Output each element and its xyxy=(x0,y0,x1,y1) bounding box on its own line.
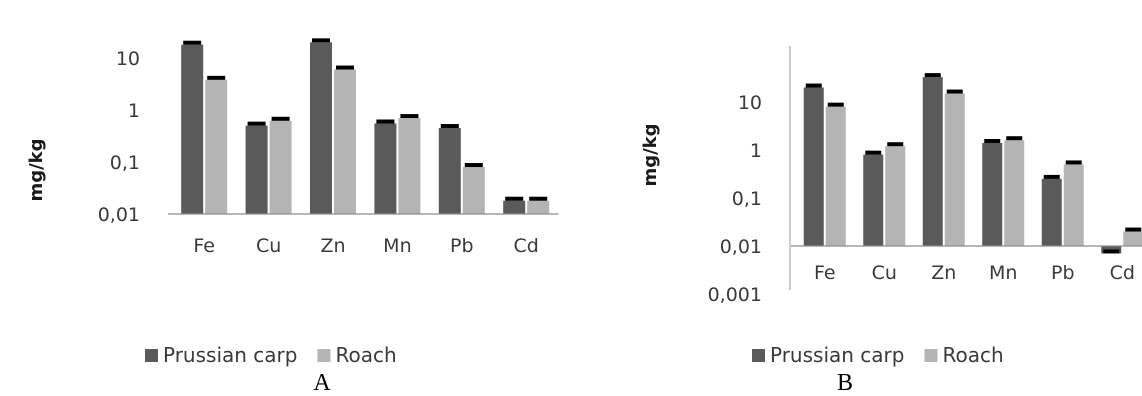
error-cap-mn-roach xyxy=(1006,136,1023,141)
error-cap-mn-prussian-carp xyxy=(376,119,395,124)
x-tick-label-zn: Zn xyxy=(320,235,345,257)
error-cap-pb-roach xyxy=(1065,160,1082,165)
error-cap-zn-roach xyxy=(946,89,963,94)
error-cap-fe-roach xyxy=(207,75,226,80)
bar-fe-prussian-carp xyxy=(803,87,824,246)
y-tick-label: 1 xyxy=(750,140,762,162)
legend-label-prussian-carp: Prussian carp xyxy=(163,343,297,367)
bar-pb-prussian-carp xyxy=(1041,178,1062,246)
x-tick-label-cd: Cd xyxy=(514,235,539,257)
bar-fe-roach xyxy=(205,79,228,214)
error-cap-cd-prussian-carp xyxy=(505,196,524,201)
x-tick-label-pb: Pb xyxy=(1051,262,1075,284)
x-tick-label-cu: Cu xyxy=(872,262,897,284)
y-tick-label: 0,001 xyxy=(708,284,762,306)
bar-cd-roach xyxy=(1123,231,1142,246)
legend-label-roach: Roach xyxy=(335,343,396,367)
x-tick-label-fe: Fe xyxy=(193,235,215,257)
bar-pb-roach xyxy=(462,167,485,214)
bar-mn-roach xyxy=(398,118,421,214)
error-cap-fe-prussian-carp xyxy=(805,83,822,88)
bar-zn-roach xyxy=(334,69,356,214)
chart-panel-a: Fe Cu Zn Mn Pb Cd 0,01 0,1 1 10 mg/kg Prussian carp… xyxy=(26,38,559,396)
bar-pb-prussian-carp xyxy=(438,128,461,214)
y-tick-label: 1 xyxy=(128,100,140,122)
error-cap-cd-roach xyxy=(1125,227,1142,232)
error-cap-cu-prussian-carp xyxy=(865,150,882,155)
bar-cu-roach xyxy=(885,146,906,246)
bar-mn-roach xyxy=(1004,140,1025,246)
bar-mn-prussian-carp xyxy=(374,123,397,214)
y-tick-label: 0,01 xyxy=(720,236,762,258)
error-cap-cd-roach xyxy=(529,196,548,201)
x-tick-label-zn: Zn xyxy=(931,262,956,284)
x-tick-label-fe: Fe xyxy=(814,262,836,284)
error-cap-cu-roach xyxy=(271,116,290,121)
y-tick-label: 10 xyxy=(738,92,762,114)
bar-zn-prussian-carp xyxy=(310,42,332,215)
bar-zn-prussian-carp xyxy=(922,77,943,246)
x-tick-label-cu: Cu xyxy=(256,235,281,257)
y-axis-title: mg/kg xyxy=(640,123,661,186)
bar-cu-prussian-carp xyxy=(245,125,268,214)
error-cap-cu-roach xyxy=(887,142,904,147)
error-cap-fe-prussian-carp xyxy=(183,40,202,45)
error-cap-fe-roach xyxy=(827,102,844,107)
legend-swatch-roach xyxy=(924,349,938,362)
error-cap-mn-roach xyxy=(400,114,419,119)
error-cap-zn-prussian-carp xyxy=(312,38,330,43)
error-cap-pb-prussian-carp xyxy=(440,124,459,129)
y-axis-title: mg/kg xyxy=(26,138,47,201)
y-tick-label: 0,01 xyxy=(98,204,140,226)
panel-label: A xyxy=(313,370,331,396)
error-cap-zn-roach xyxy=(336,65,354,70)
error-cap-cu-prussian-carp xyxy=(247,121,266,126)
legend-swatch-prussian-carp xyxy=(145,349,158,362)
error-cap-pb-roach xyxy=(464,163,483,168)
x-tick-label-mn: Mn xyxy=(383,235,411,257)
legend-label-prussian-carp: Prussian carp xyxy=(770,343,904,367)
legend-label-roach: Roach xyxy=(942,343,1003,367)
legend: Prussian carp Roach xyxy=(145,343,397,367)
y-tick-label: 10 xyxy=(116,48,140,70)
panel-label: B xyxy=(837,370,853,396)
x-tick-label-mn: Mn xyxy=(989,262,1017,284)
error-cap-zn-prussian-carp xyxy=(924,73,941,78)
bar-fe-prussian-carp xyxy=(181,44,204,214)
bar-cd-prussian-carp xyxy=(503,200,526,214)
bar-fe-roach xyxy=(825,106,846,247)
y-tick-label: 0,1 xyxy=(110,152,140,174)
x-tick-label-pb: Pb xyxy=(450,235,474,257)
legend: Prussian carp Roach xyxy=(752,343,1004,367)
legend-swatch-roach xyxy=(317,349,331,362)
error-cap-pb-prussian-carp xyxy=(1043,174,1060,179)
bar-pb-roach xyxy=(1063,164,1084,246)
bar-zn-roach xyxy=(944,93,965,246)
y-tick-label: 0,1 xyxy=(732,188,762,210)
bar-cu-roach xyxy=(269,120,292,214)
x-tick-label-cd: Cd xyxy=(1110,262,1135,284)
legend-swatch-prussian-carp xyxy=(752,349,765,362)
bar-cu-prussian-carp xyxy=(863,154,884,246)
bar-mn-prussian-carp xyxy=(982,142,1003,246)
error-cap-mn-prussian-carp xyxy=(984,138,1001,143)
chart-panel-b: Fe Cu Zn Mn Pb Cd 0,001 0,01 0,1 1 10 mg/kg Prussian… xyxy=(640,46,1142,396)
bar-cd-roach xyxy=(527,200,550,214)
error-cap-cd-prussian-carp xyxy=(1103,249,1120,254)
